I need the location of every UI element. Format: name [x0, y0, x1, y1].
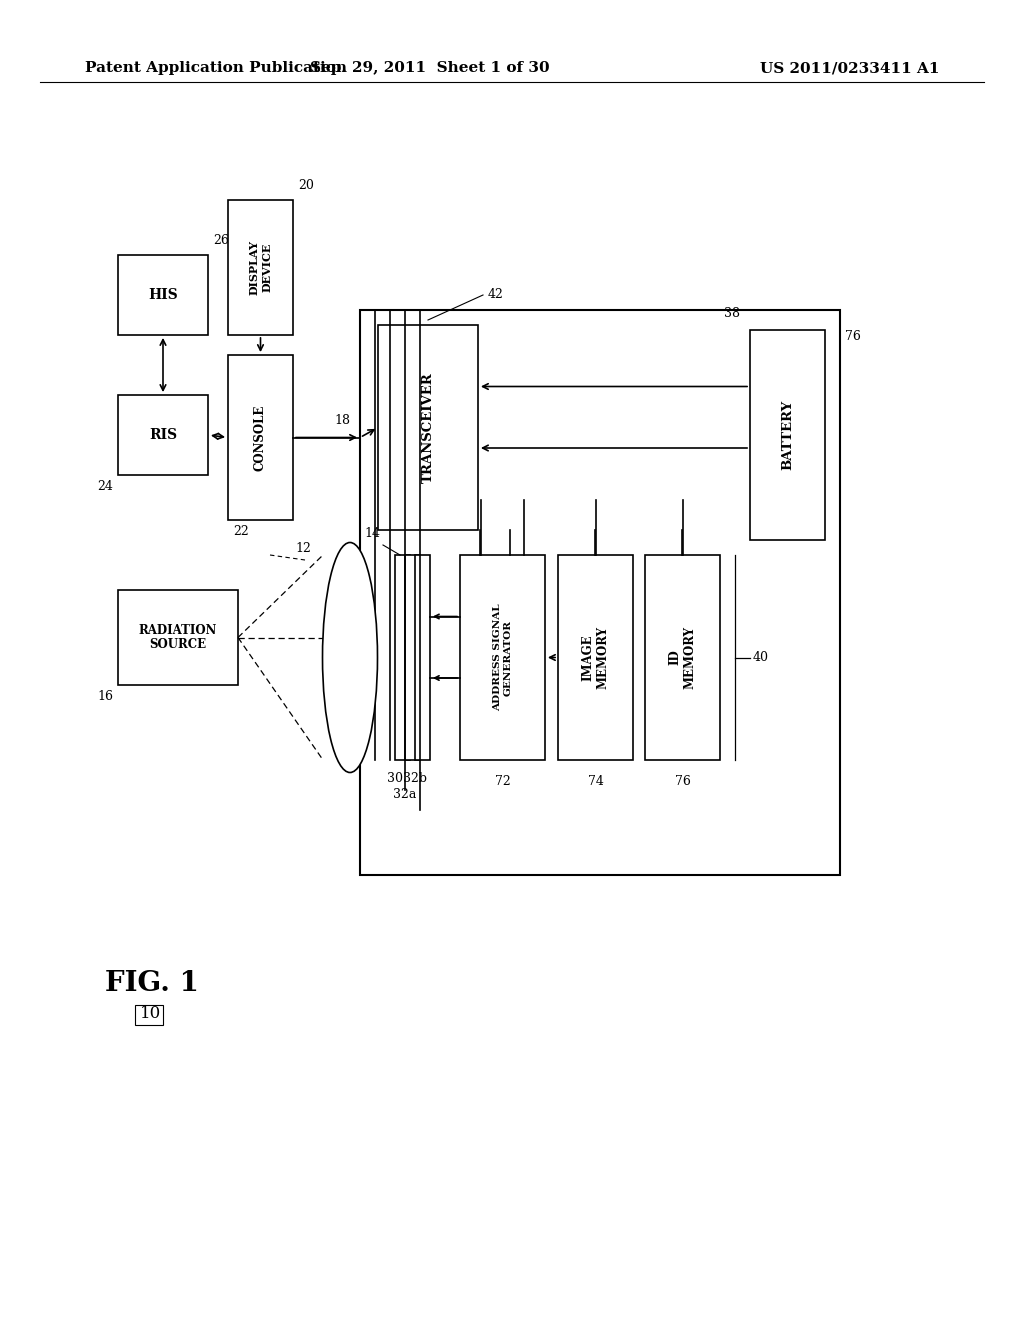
Bar — [395, 554, 410, 760]
Text: DISPLAY
DEVICE: DISPLAY DEVICE — [249, 240, 272, 294]
Text: BATTERY: BATTERY — [781, 400, 794, 470]
Bar — [135, 1005, 163, 1026]
Text: TRANSCEIVER: TRANSCEIVER — [422, 372, 434, 483]
Text: 20: 20 — [298, 180, 314, 191]
Text: 76: 76 — [845, 330, 861, 343]
Text: 76: 76 — [675, 775, 690, 788]
Text: 14: 14 — [364, 527, 380, 540]
Bar — [460, 554, 545, 760]
Bar — [360, 310, 840, 875]
Bar — [558, 554, 633, 760]
Bar — [750, 330, 825, 540]
Text: ID
MEMORY: ID MEMORY — [669, 626, 696, 689]
Text: RADIATION
SOURCE: RADIATION SOURCE — [139, 623, 217, 652]
Text: IMAGE
MEMORY: IMAGE MEMORY — [582, 626, 609, 689]
Text: 22: 22 — [233, 525, 249, 539]
Text: HIS: HIS — [148, 288, 178, 302]
Text: 24: 24 — [97, 480, 113, 492]
Bar — [645, 554, 720, 760]
Text: Patent Application Publication: Patent Application Publication — [85, 61, 347, 75]
Text: 74: 74 — [588, 775, 603, 788]
Bar — [118, 590, 238, 685]
Bar — [228, 355, 293, 520]
Bar — [118, 255, 208, 335]
Text: 18: 18 — [334, 414, 350, 428]
Text: 42: 42 — [488, 289, 504, 301]
Bar — [118, 395, 208, 475]
Bar — [228, 201, 293, 335]
Bar — [406, 554, 420, 760]
Text: 26: 26 — [213, 234, 229, 247]
Text: CONSOLE: CONSOLE — [254, 404, 267, 471]
Text: 38: 38 — [724, 308, 740, 319]
Text: 30: 30 — [387, 772, 403, 785]
Text: Sep. 29, 2011  Sheet 1 of 30: Sep. 29, 2011 Sheet 1 of 30 — [310, 61, 550, 75]
Text: ADDRESS SIGNAL
GENERATOR: ADDRESS SIGNAL GENERATOR — [493, 603, 512, 711]
Text: FIG. 1: FIG. 1 — [105, 970, 199, 997]
Text: 32a: 32a — [393, 788, 417, 801]
Text: 16: 16 — [97, 690, 113, 704]
Text: 12: 12 — [295, 541, 311, 554]
Text: US 2011/0233411 A1: US 2011/0233411 A1 — [761, 61, 940, 75]
Text: 32b: 32b — [403, 772, 427, 785]
Text: 40: 40 — [753, 651, 769, 664]
Text: 10: 10 — [140, 1005, 161, 1022]
Bar — [378, 325, 478, 531]
Text: 72: 72 — [495, 775, 510, 788]
Bar — [415, 554, 430, 760]
Ellipse shape — [323, 543, 378, 772]
Text: RIS: RIS — [148, 428, 177, 442]
